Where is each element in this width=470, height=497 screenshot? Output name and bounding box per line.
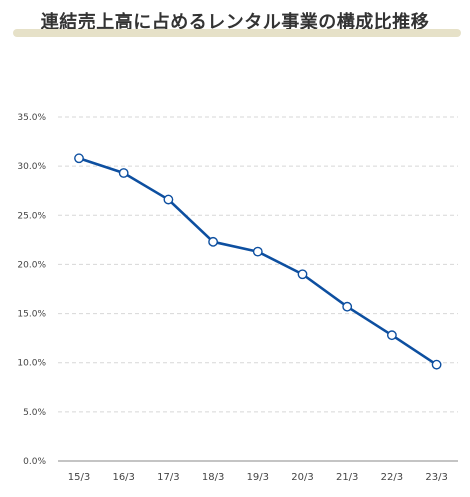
chart-title: 連結売上高に占めるレンタル事業の構成比推移 [40, 12, 430, 33]
x-tick-label: 23/3 [425, 472, 447, 483]
data-point [342, 301, 353, 312]
y-tick-label: 15.0% [17, 310, 46, 320]
data-point [74, 153, 84, 164]
x-tick-label: 15/3 [68, 472, 90, 483]
title-underline-bar [13, 29, 461, 37]
y-tick-label: 35.0% [17, 113, 46, 123]
y-tick-label: 30.0% [17, 162, 46, 172]
data-point [386, 330, 397, 341]
x-tick-label: 17/3 [157, 472, 179, 483]
x-tick-label: 18/3 [202, 472, 224, 483]
data-point [208, 236, 219, 247]
data-point [118, 168, 129, 178]
x-tick-label: 20/3 [291, 472, 313, 483]
y-tick-label: 20.0% [17, 260, 46, 270]
x-tick-label: 16/3 [112, 472, 134, 483]
data-point [163, 194, 174, 205]
x-tick-label: 21/3 [336, 472, 358, 483]
y-tick-label: 5.0% [23, 408, 46, 418]
x-tick-label: 22/3 [381, 472, 403, 483]
data-point [431, 359, 442, 370]
y-tick-label: 10.0% [17, 359, 46, 369]
title-area: 連結売上高に占めるレンタル事業の構成比推移 [0, 0, 470, 40]
y-tick-label: 25.0% [17, 211, 46, 221]
x-tick-label: 19/3 [247, 472, 269, 483]
data-point [252, 246, 263, 257]
y-tick-label: 0.0% [23, 457, 46, 467]
series-line [77, 156, 438, 366]
data-point [297, 269, 308, 280]
